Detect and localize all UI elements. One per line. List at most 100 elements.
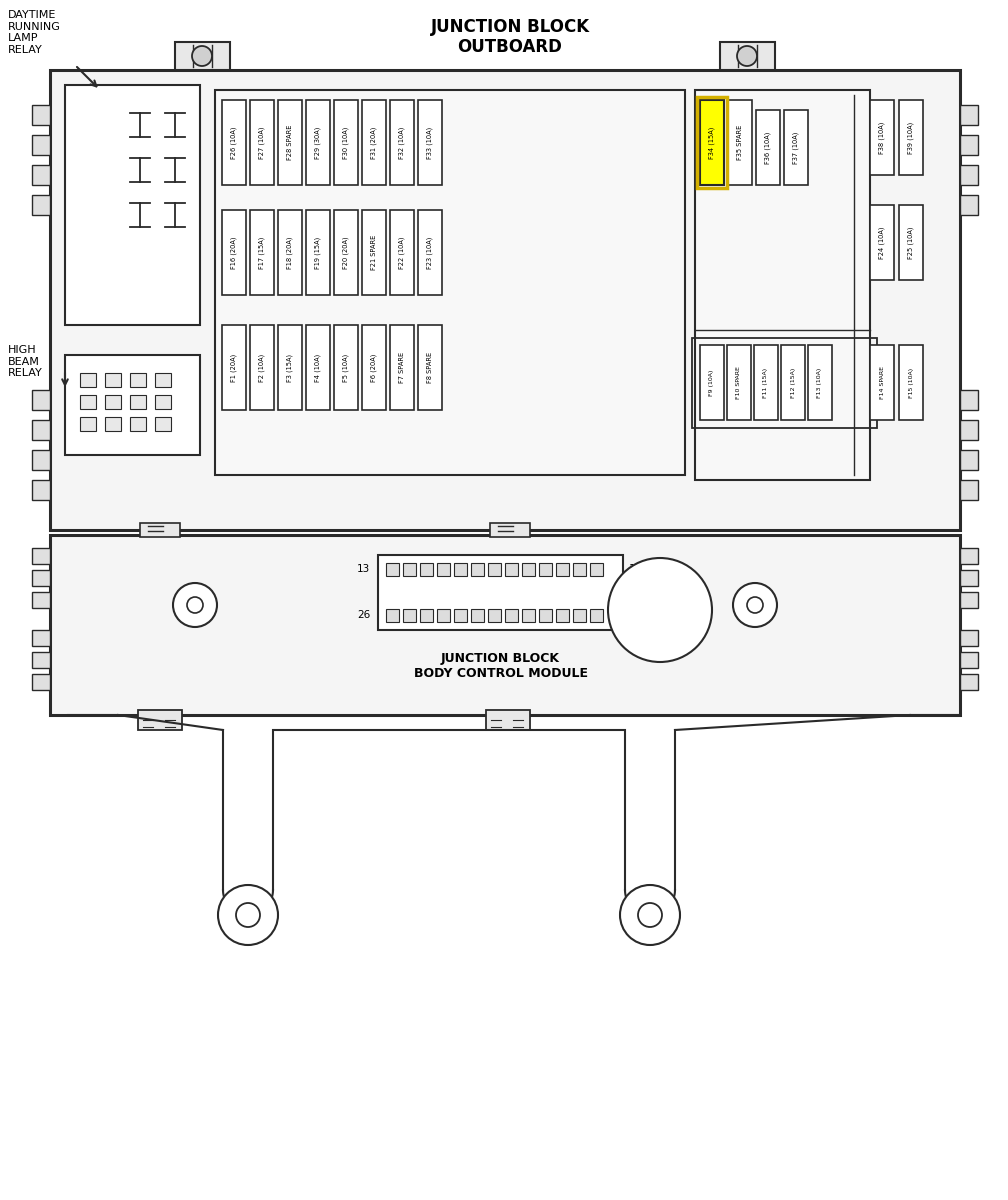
Bar [960,420,978,440]
Bar [899,205,923,280]
Bar [960,480,978,500]
Bar [362,210,386,295]
Bar [222,100,246,185]
Bar [130,416,146,431]
Bar [700,100,724,185]
Text: 14: 14 [629,611,642,620]
Bar [250,210,274,295]
Bar [65,85,200,325]
Bar [437,608,450,622]
Bar [32,164,50,185]
Bar [32,630,50,646]
Circle shape [620,886,680,946]
Bar [155,416,171,431]
Circle shape [192,46,212,66]
Bar [418,100,442,185]
Bar [899,100,923,175]
Bar [590,608,603,622]
Text: F28 SPARE: F28 SPARE [287,125,293,160]
Bar [32,104,50,125]
Bar [362,325,386,410]
Bar [306,325,330,410]
Bar [870,346,894,420]
Bar [488,608,501,622]
Bar [32,592,50,608]
Bar [808,346,832,420]
Text: JUNCTION BLOCK: JUNCTION BLOCK [430,18,590,36]
Bar [556,563,569,576]
Bar [960,450,978,470]
Text: 26: 26 [357,611,370,620]
Bar [960,390,978,410]
Bar [471,563,484,576]
Bar [390,210,414,295]
Bar [418,210,442,295]
Text: F21 SPARE: F21 SPARE [371,235,377,270]
Bar [306,210,330,295]
Text: F31 (20A): F31 (20A) [371,126,377,158]
Bar [138,710,182,730]
Text: DAYTIME
RUNNING
LAMP
RELAY: DAYTIME RUNNING LAMP RELAY [8,10,60,55]
Text: F30 (10A): F30 (10A) [343,126,349,158]
Bar [403,608,416,622]
Bar [471,608,484,622]
Circle shape [187,596,203,613]
Text: F33 (10A): F33 (10A) [426,126,433,158]
Text: F14 SPARE: F14 SPARE [880,366,884,398]
Text: F4 (10A): F4 (10A) [314,353,322,382]
Bar [278,325,302,410]
Text: F13 (10A): F13 (10A) [817,367,823,397]
Text: F17 (15A): F17 (15A) [259,236,265,269]
Bar [539,563,552,576]
Bar [418,325,442,410]
Text: F16 (20A): F16 (20A) [231,236,237,269]
Text: 1: 1 [629,564,636,575]
Bar [505,608,518,622]
Bar [960,630,978,646]
Bar [32,570,50,586]
Bar [278,210,302,295]
Bar [386,563,399,576]
Bar [215,90,685,475]
Text: OUTBOARD: OUTBOARD [458,38,562,56]
Bar [454,563,467,576]
Text: F39 (10A): F39 (10A) [908,121,914,154]
Bar [697,97,727,188]
Text: F5 (10A): F5 (10A) [343,353,349,382]
Bar [362,100,386,185]
Bar [403,563,416,576]
Bar [454,608,467,622]
Text: JUNCTION BLOCK
BODY CONTROL MODULE: JUNCTION BLOCK BODY CONTROL MODULE [413,652,588,680]
Bar [334,210,358,295]
Bar [960,194,978,215]
Bar [306,100,330,185]
Bar [522,563,535,576]
Bar [781,346,805,420]
Bar [32,450,50,470]
Bar [556,608,569,622]
Bar [386,608,399,622]
Bar [32,390,50,410]
Text: F34 (15A): F34 (15A) [709,126,716,158]
Bar [420,563,433,576]
Bar [728,100,752,185]
Bar [960,592,978,608]
Circle shape [218,886,278,946]
Bar [870,205,894,280]
Bar [573,563,586,576]
Bar [65,355,200,455]
Text: F23 (10A): F23 (10A) [426,236,433,269]
Bar [539,608,552,622]
Bar [756,110,780,185]
Text: F38 (10A): F38 (10A) [879,121,885,154]
Text: F24 (10A): F24 (10A) [879,227,885,259]
Bar [960,164,978,185]
Bar [130,373,146,386]
Text: F37 (10A): F37 (10A) [792,131,799,163]
Bar [784,110,808,185]
Bar [720,42,775,70]
Bar [32,134,50,155]
Bar [334,100,358,185]
Bar [50,70,960,530]
Text: F32 (10A): F32 (10A) [399,126,405,158]
